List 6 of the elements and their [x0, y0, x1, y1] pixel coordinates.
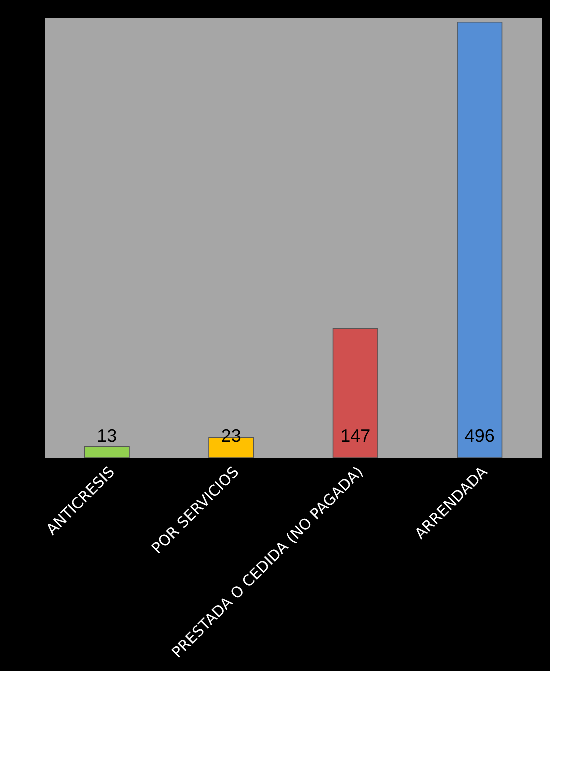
data-label: 13 [97, 426, 118, 446]
bar [332, 328, 378, 458]
bar [84, 446, 130, 458]
bar [457, 22, 503, 458]
data-label: 496 [464, 426, 495, 446]
data-label: 147 [340, 426, 371, 446]
